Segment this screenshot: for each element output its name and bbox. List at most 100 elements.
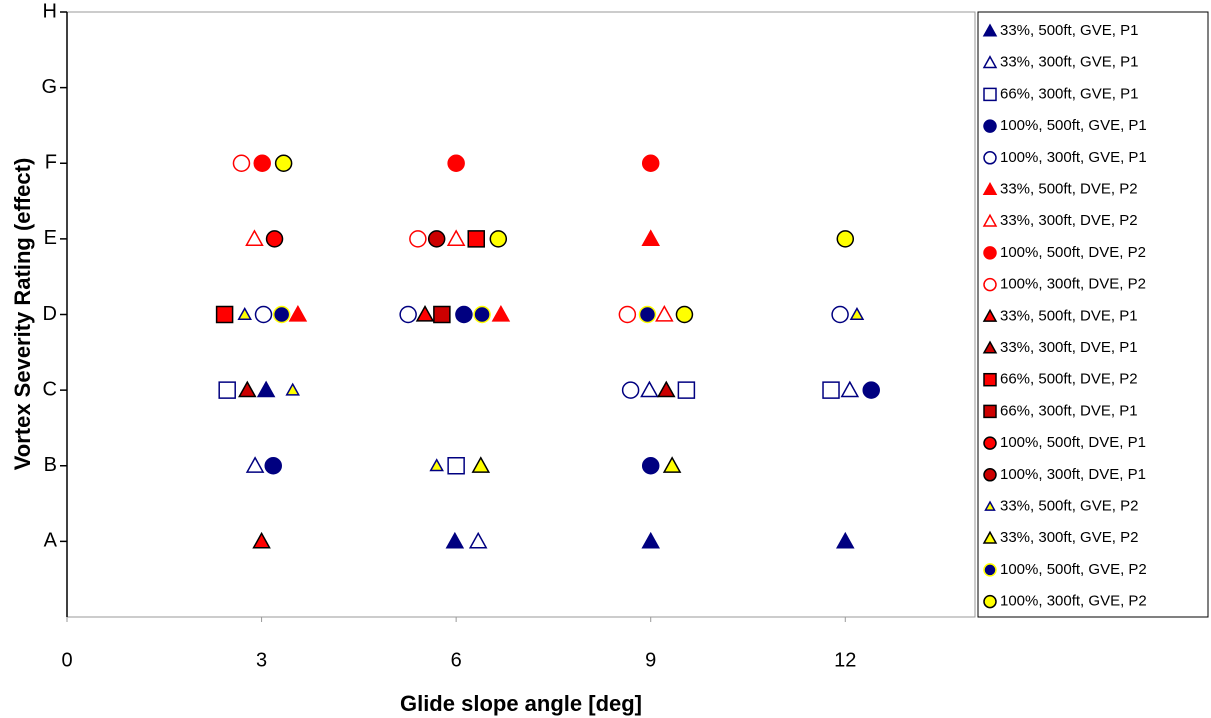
marker: [982, 530, 998, 544]
x-tick-label: 3: [256, 649, 267, 671]
marker: [473, 305, 491, 324]
legend-label: 33%, 300ft, GVE, P1: [1000, 54, 1138, 71]
x-tick-label: 12: [834, 649, 856, 671]
marker: [638, 305, 657, 324]
marker: [983, 277, 997, 292]
marker: [836, 531, 855, 549]
legend-label: 100%, 500ft, GVE, P1: [1000, 117, 1147, 134]
marker: [641, 154, 660, 172]
marker: [677, 381, 696, 399]
marker: [641, 531, 660, 549]
marker: [983, 87, 997, 102]
x-tick-label: 0: [61, 649, 72, 671]
marker: [245, 229, 264, 247]
marker: [641, 229, 660, 247]
marker: [822, 381, 840, 399]
marker: [982, 308, 998, 322]
marker: [415, 304, 435, 322]
marker: [264, 457, 282, 475]
legend-label: 33%, 500ft, DVE, P1: [1000, 307, 1138, 324]
marker: [252, 531, 271, 549]
marker: [982, 340, 998, 354]
y-tick-label: F: [45, 152, 57, 174]
marker: [433, 305, 451, 324]
legend-label: 66%, 500ft, DVE, P2: [1000, 371, 1138, 388]
legend-label: 100%, 500ft, DVE, P2: [1000, 244, 1146, 261]
marker: [983, 468, 997, 482]
y-tick-label: A: [44, 530, 58, 552]
marker: [983, 563, 997, 577]
marker: [836, 230, 855, 248]
marker: [983, 119, 997, 133]
marker: [467, 230, 485, 248]
y-axis-label: Vortex Severity Rating (effect): [10, 158, 35, 471]
marker: [447, 457, 465, 475]
marker: [447, 154, 465, 172]
marker: [445, 531, 465, 549]
marker: [455, 305, 473, 324]
legend-label: 100%, 300ft, GVE, P2: [1000, 593, 1147, 610]
marker: [862, 381, 880, 399]
marker: [982, 213, 998, 227]
legend: [977, 11, 1209, 618]
marker: [675, 305, 694, 324]
legend-label: 33%, 300ft, DVE, P2: [1000, 212, 1138, 229]
marker: [285, 382, 300, 396]
marker: [982, 55, 998, 69]
y-tick-label: D: [43, 303, 57, 325]
x-tick-label: 6: [451, 649, 462, 671]
marker: [983, 404, 997, 419]
legend-label: 66%, 300ft, DVE, P1: [1000, 402, 1138, 419]
marker: [491, 304, 511, 322]
marker: [621, 381, 640, 399]
marker: [256, 380, 276, 398]
marker: [840, 380, 860, 398]
marker: [982, 23, 998, 37]
marker: [489, 230, 508, 248]
marker: [983, 151, 997, 165]
legend-label: 33%, 500ft, GVE, P2: [1000, 497, 1138, 514]
marker: [984, 500, 996, 511]
x-axis-label: Glide slope angle [deg]: [400, 691, 642, 716]
legend-label: 66%, 300ft, GVE, P1: [1000, 85, 1138, 102]
marker: [245, 456, 265, 473]
legend-label: 33%, 500ft, DVE, P2: [1000, 180, 1138, 197]
marker: [254, 305, 273, 324]
marker: [409, 230, 427, 248]
marker: [468, 531, 488, 549]
marker: [232, 154, 251, 172]
marker: [983, 246, 997, 260]
marker: [427, 230, 446, 248]
marker: [983, 372, 997, 387]
legend-label: 100%, 300ft, DVE, P2: [1000, 276, 1146, 293]
marker: [253, 154, 271, 172]
marker: [983, 594, 997, 609]
marker: [982, 181, 998, 196]
legend-label: 33%, 300ft, DVE, P1: [1000, 339, 1138, 356]
marker: [218, 381, 236, 399]
marker: [849, 306, 865, 321]
marker: [237, 306, 252, 321]
marker: [215, 305, 234, 324]
legend-label: 33%, 300ft, GVE, P2: [1000, 529, 1138, 546]
marker: [618, 305, 637, 324]
marker: [274, 154, 293, 172]
x-tick-label: 9: [645, 649, 656, 671]
marker: [657, 380, 676, 398]
marker: [429, 458, 444, 472]
legend-label: 100%, 500ft, DVE, P1: [1000, 434, 1146, 451]
marker: [238, 380, 257, 398]
marker: [983, 436, 997, 450]
legend-label: 100%, 500ft, GVE, P2: [1000, 561, 1147, 578]
y-tick-label: G: [41, 76, 57, 98]
marker: [399, 305, 417, 324]
marker: [655, 304, 674, 322]
legend-label: 100%, 300ft, DVE, P1: [1000, 466, 1146, 483]
y-tick-label: E: [44, 227, 57, 249]
marker: [641, 457, 660, 475]
marker: [471, 456, 491, 473]
legend-label: 33%, 500ft, GVE, P1: [1000, 22, 1138, 39]
y-tick-label: H: [43, 0, 57, 22]
marker: [831, 305, 849, 324]
marker: [446, 229, 466, 247]
